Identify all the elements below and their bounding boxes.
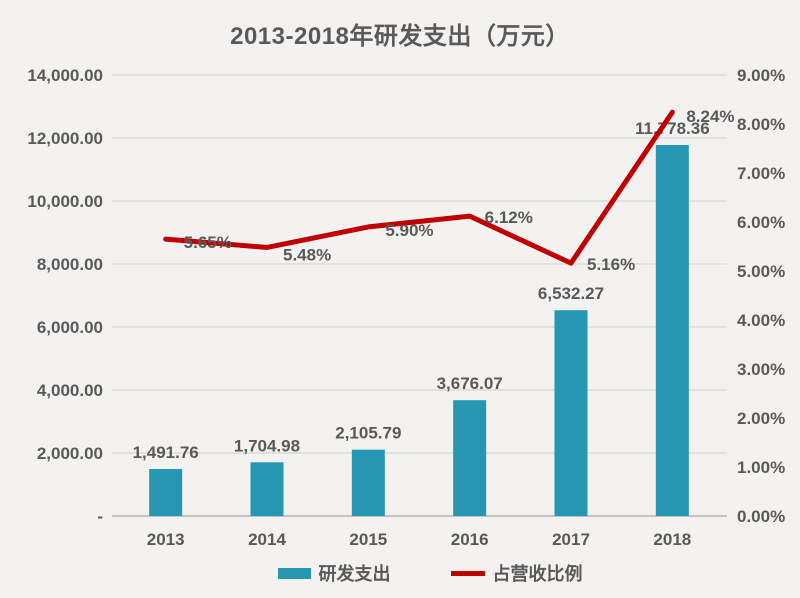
legend: 研发支出 占营收比例 bbox=[30, 560, 800, 586]
y-right-tick-label: 3.00% bbox=[737, 360, 785, 379]
x-axis-label: 2018 bbox=[653, 530, 691, 549]
y-right-tick-label: 0.00% bbox=[737, 507, 785, 526]
y-left-tick-label: - bbox=[97, 507, 103, 526]
y-left-tick-label: 2,000.00 bbox=[37, 444, 103, 463]
bar-2017 bbox=[554, 310, 588, 516]
line-value-label: 8.24% bbox=[686, 107, 734, 126]
bar-2016 bbox=[453, 400, 487, 516]
chart-title: 2013-2018年研发支出（万元） bbox=[230, 23, 570, 50]
bar-2015 bbox=[351, 449, 385, 516]
y-right-tick-label: 5.00% bbox=[737, 262, 785, 281]
bar-value-label: 3,676.07 bbox=[437, 374, 503, 393]
x-axis-label: 2013 bbox=[147, 530, 185, 549]
bar-value-label: 2,105.79 bbox=[335, 424, 401, 443]
y-right-tick-label: 1.00% bbox=[737, 458, 785, 477]
legend-line-swatch-icon bbox=[450, 570, 485, 576]
bar-2018 bbox=[655, 144, 689, 516]
bar-2013 bbox=[149, 469, 183, 516]
y-left-tick-label: 4,000.00 bbox=[37, 381, 103, 400]
y-left-tick-label: 14,000.00 bbox=[27, 66, 103, 85]
x-axis-label: 2016 bbox=[451, 530, 489, 549]
line-value-label: 6.12% bbox=[485, 208, 533, 227]
bar-value-label: 1,491.76 bbox=[133, 443, 199, 462]
y-right-tick-label: 9.00% bbox=[737, 66, 785, 85]
y-left-tick-label: 6,000.00 bbox=[37, 318, 103, 337]
y-right-tick-label: 4.00% bbox=[737, 311, 785, 330]
bar-value-label: 11,778.36 bbox=[635, 119, 710, 138]
line-value-label: 5.48% bbox=[283, 245, 331, 264]
x-axis-label: 2017 bbox=[552, 530, 590, 549]
legend-bar-label: 研发支出 bbox=[318, 564, 391, 584]
legend-bar-swatch-icon bbox=[277, 567, 311, 579]
bar-2014 bbox=[250, 462, 284, 516]
y-left-tick-label: 8,000.00 bbox=[37, 255, 103, 274]
line-series bbox=[163, 109, 675, 266]
y-left-tick-label: 10,000.00 bbox=[27, 192, 103, 211]
y-right-tick-label: 2.00% bbox=[737, 409, 785, 428]
line-value-label: 5.65% bbox=[184, 233, 232, 252]
legend-line-label: 占营收比例 bbox=[492, 564, 583, 584]
bar-value-label: 6,532.27 bbox=[538, 284, 604, 303]
x-axis-label: 2014 bbox=[248, 530, 286, 549]
y-right-tick-label: 7.00% bbox=[737, 164, 785, 183]
y-left-tick-label: 12,000.00 bbox=[27, 129, 103, 148]
y-right-tick-label: 8.00% bbox=[737, 115, 785, 134]
line-value-label: 5.90% bbox=[385, 221, 433, 240]
y-right-tick-label: 6.00% bbox=[737, 213, 785, 232]
bar-value-label: 1,704.98 bbox=[234, 436, 300, 455]
line-value-label: 5.16% bbox=[587, 255, 635, 274]
x-axis-label: 2015 bbox=[349, 530, 387, 549]
